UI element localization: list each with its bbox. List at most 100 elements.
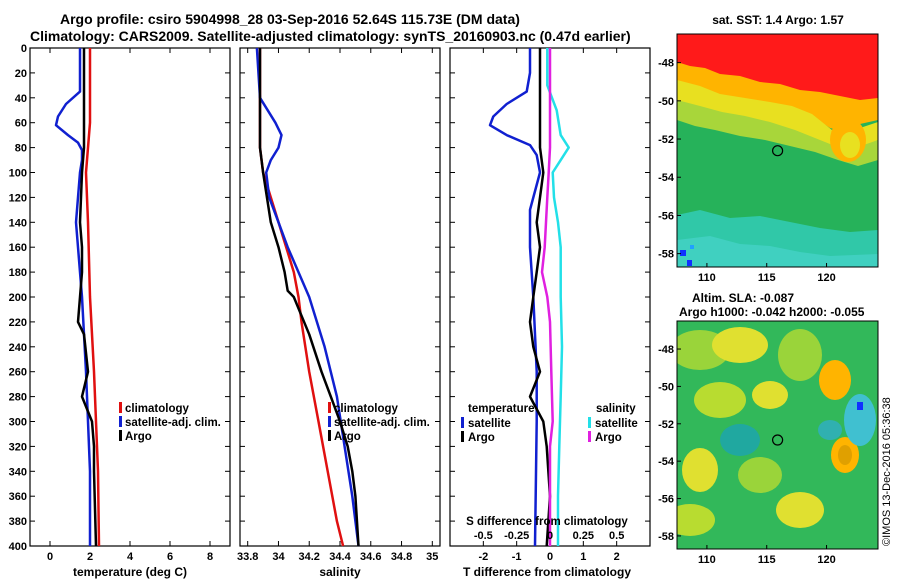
series-line-satellite-adj-clim- [255, 47, 360, 547]
depth-tick-label: 60 [15, 118, 27, 130]
map-lon-label: 120 [817, 554, 835, 566]
legend-label-s-argo: Argo [595, 432, 622, 444]
depth-tick-label: 80 [15, 143, 27, 155]
series-line-t-satellite [488, 48, 542, 547]
x-tick-label: -1 [512, 551, 522, 563]
legend-label-argo: Argo [334, 431, 361, 443]
legend-swatch-s-argo [588, 431, 591, 442]
series-line-climatology [258, 48, 345, 547]
x-tick-label: 2 [87, 551, 93, 563]
difference-legend: temperature satellite Argo salinity sate… [461, 403, 638, 444]
legend-title-salinity: salinity [596, 403, 636, 415]
legend-label-satellite: satellite-adj. clim. [125, 417, 221, 429]
x-tick-label: 34.2 [299, 551, 320, 563]
depth-tick-label: 220 [9, 317, 27, 329]
series-line-s-argo [540, 48, 554, 546]
x-tick-label: 34 [272, 551, 285, 563]
legend-swatch-climatology [119, 402, 122, 413]
header-line-1: Argo profile: csiro 5904998_28 03-Sep-20… [60, 11, 520, 27]
legend-label-s-satellite: satellite [595, 418, 638, 430]
sla-map-title-1: Altim. SLA: -0.087 [692, 291, 794, 305]
s-diff-tick-label: 0.5 [609, 530, 624, 542]
depth-tick-label: 240 [9, 342, 27, 354]
legend-label-climatology: climatology [125, 403, 190, 415]
depth-tick-label: 280 [9, 392, 27, 404]
x-tick-label: 4 [127, 551, 134, 563]
depth-tick-label: 300 [9, 417, 27, 429]
depth-axis: 0 20 40 60 80 100 120 140 160 180 200 220 240 260 280 3… [9, 43, 650, 553]
legend-swatch-t-satellite [461, 417, 464, 428]
difference-xlabel: T difference from climatology [463, 565, 631, 579]
map-lat-label: -58 [658, 249, 674, 261]
sla-map: Altim. SLA: -0.087 Argo h1000: -0.042 h2… [658, 291, 879, 566]
salinity-plot: 33.8 34 34.2 34.4 34.6 34.8 35 [237, 47, 438, 563]
s-diff-tick-label: 0.25 [573, 530, 594, 542]
map-lon-label: 110 [698, 272, 716, 284]
map-lat-label: -54 [658, 456, 675, 468]
legend-swatch-argo [328, 430, 331, 441]
map-lat-label: -52 [658, 134, 674, 146]
map-lat-label: -48 [658, 344, 674, 356]
legend-label-satellite: satellite-adj. clim. [334, 417, 430, 429]
series-line-s-satellite [546, 48, 570, 546]
depth-tick-label: 400 [9, 541, 27, 553]
legend-label-climatology: climatology [334, 403, 399, 415]
x-tick-label: 2 [614, 551, 620, 563]
header-line-2: Climatology: CARS2009. Satellite-adjuste… [30, 28, 631, 44]
depth-tick-label: 380 [9, 516, 27, 528]
depth-tick-label: 260 [9, 367, 27, 379]
x-tick-label: 35 [426, 551, 438, 563]
depth-tick-label: 360 [9, 491, 27, 503]
legend-label-t-argo: Argo [468, 432, 495, 444]
legend-swatch-s-satellite [588, 417, 591, 428]
x-tick-label: 34.6 [360, 551, 381, 563]
legend-swatch-satellite [119, 416, 122, 427]
depth-tick-label: 20 [15, 68, 27, 80]
map-lat-label: -58 [658, 531, 674, 543]
map-lon-label: 115 [758, 272, 776, 284]
map-lat-label: -50 [658, 96, 674, 108]
credit-text: ©IMOS 13-Dec-2016 05:36:38 [881, 397, 893, 546]
depth-tick-label: 180 [9, 267, 27, 279]
legend-label-t-satellite: satellite [468, 418, 511, 430]
legend-label-argo: Argo [125, 431, 152, 443]
temperature-xlabel: temperature (deg C) [73, 565, 187, 579]
legend-swatch-t-argo [461, 431, 464, 442]
depth-tick-label: 160 [9, 242, 27, 254]
x-tick-label: 8 [207, 551, 213, 563]
map-lon-label: 115 [758, 554, 776, 566]
legend-swatch-climatology [328, 402, 331, 413]
salinity-legend: climatology satellite-adj. clim. Argo [328, 402, 430, 443]
s-diff-tick-label: -0.5 [474, 530, 493, 542]
depth-tick-label: 340 [9, 466, 27, 478]
difference-top-label: S difference from climatology [466, 516, 628, 528]
x-tick-label: 34.8 [391, 551, 412, 563]
panel-salinity [239, 47, 441, 547]
salinity-xlabel: salinity [319, 565, 361, 579]
s-diff-tick-label: -0.25 [504, 530, 529, 542]
map-lon-label: 110 [698, 554, 716, 566]
salinity-difference-ticks: -0.5 -0.25 0 0.25 0.5 [474, 530, 624, 542]
legend-swatch-argo [119, 430, 122, 441]
map-lat-label: -54 [658, 172, 675, 184]
depth-tick-label: 40 [15, 93, 27, 105]
depth-tick-label: 120 [9, 192, 27, 204]
sla-map-title-2: Argo h1000: -0.042 h2000: -0.055 [679, 305, 865, 319]
depth-tick-label: 320 [9, 441, 27, 453]
temperature-legend: climatology satellite-adj. clim. Argo [119, 402, 221, 443]
s-diff-tick-label: 0 [547, 530, 553, 542]
difference-plot: -2 -1 0 1 2 [478, 48, 620, 563]
sla-argo-position-marker [771, 434, 784, 446]
x-tick-label: 0 [47, 551, 53, 563]
sst-map: sat. SST: 1.4 Argo: 1.57 110 115 120 -48 -50… [658, 13, 879, 284]
map-lat-label: -52 [658, 419, 674, 431]
series-line-argo [76, 48, 98, 547]
x-tick-label: -2 [478, 551, 488, 563]
series-line-argo [258, 48, 360, 547]
x-tick-label: 6 [167, 551, 173, 563]
depth-tick-label: 100 [9, 168, 27, 180]
legend-swatch-satellite [328, 416, 331, 427]
x-tick-label: 33.8 [237, 551, 258, 563]
map-lon-label: 120 [817, 272, 835, 284]
